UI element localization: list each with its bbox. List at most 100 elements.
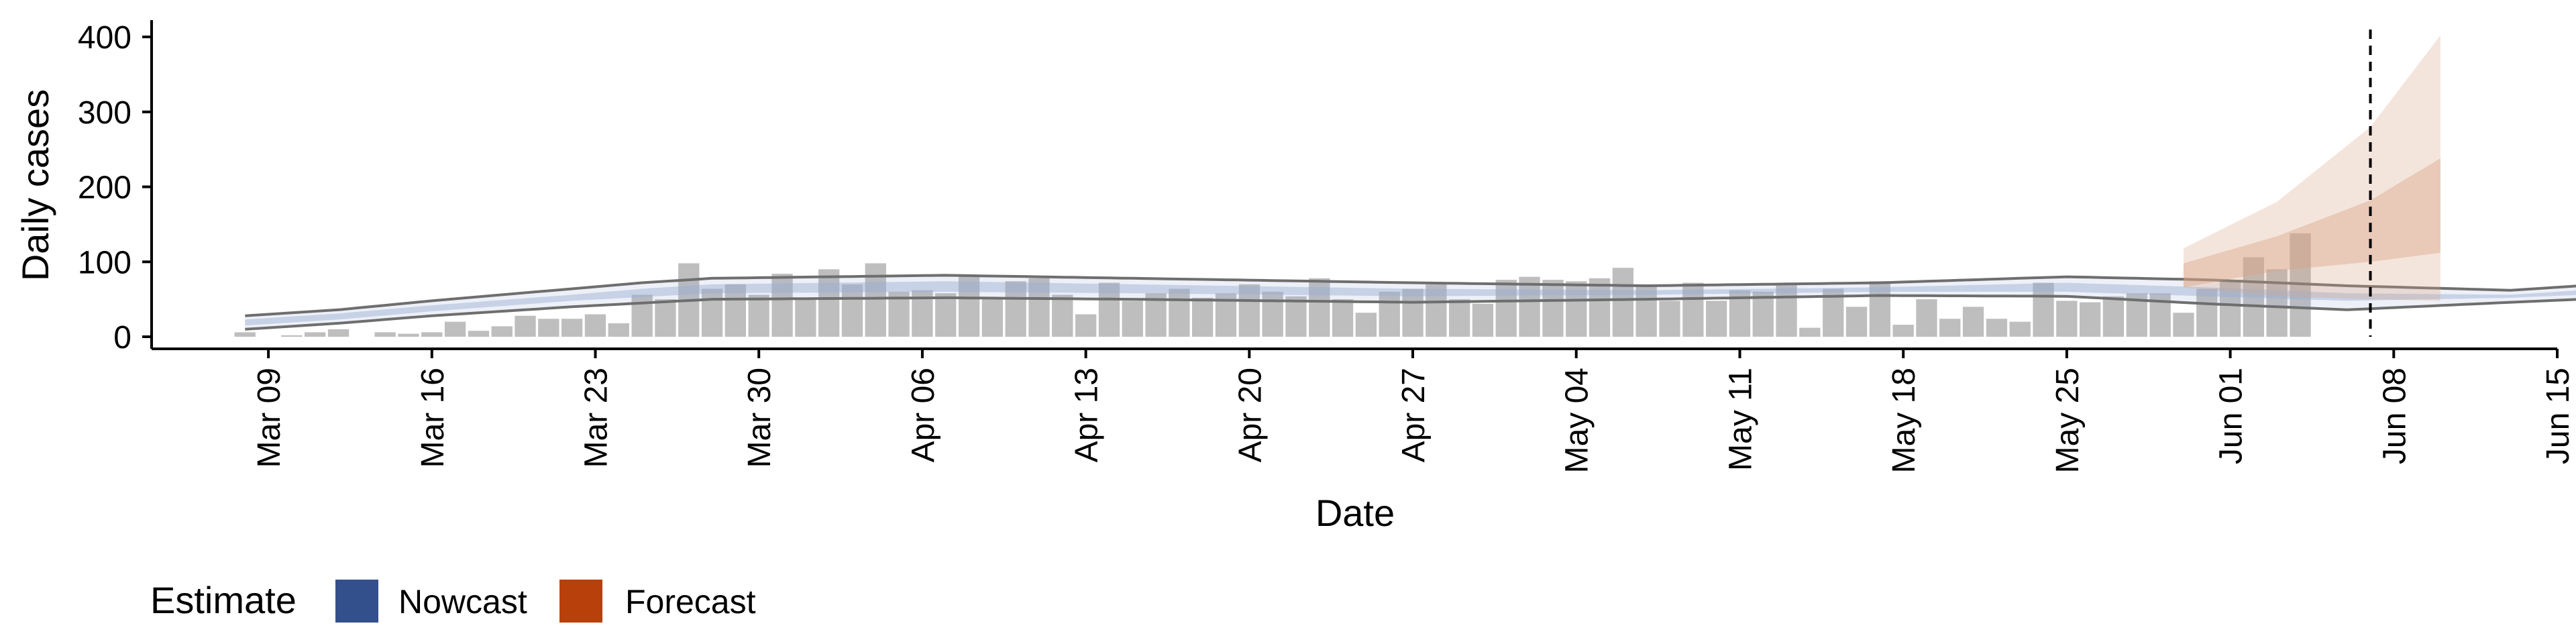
case-bar (1355, 313, 1377, 337)
legend-swatch-nowcast (335, 580, 378, 623)
case-bar (1379, 291, 1400, 337)
y-axis-title: Daily cases (14, 89, 56, 281)
case-bar (305, 332, 326, 337)
case-bar (795, 297, 816, 337)
case-bar (234, 332, 256, 337)
case-bar (491, 326, 513, 337)
case-bar (1892, 325, 1914, 337)
case-bar (2243, 257, 2264, 337)
case-bar (2102, 296, 2125, 337)
legend: Estimate Nowcast Forecast (150, 579, 756, 623)
legend-label-nowcast: Nowcast (398, 583, 527, 621)
case-bar (515, 315, 536, 337)
x-axis: Mar 09 Mar 16 Mar 23 Mar 30 Apr 06 Apr 13 Apr … (152, 347, 2576, 534)
case-bar (1542, 280, 1564, 337)
x-axis-title: Date (1316, 492, 1395, 534)
plot-area (234, 30, 2576, 337)
x-ticks: Mar 09 Mar 16 Mar 23 Mar 30 Apr 06 Apr 13 Apr … (252, 349, 2576, 473)
legend-swatch-forecast (559, 580, 602, 623)
case-bar (748, 294, 769, 337)
x-tick-label: Jun 01 (2214, 368, 2249, 464)
case-bar (1916, 299, 1937, 337)
case-bar (1075, 314, 1097, 337)
case-bar (2033, 282, 2054, 337)
case-bar (1426, 284, 1447, 337)
case-bar (1986, 319, 2008, 337)
y-tick-label: 300 (78, 95, 131, 131)
case-bar (1402, 288, 1424, 337)
case-bar (1098, 282, 1120, 337)
case-bar (2009, 321, 2031, 337)
case-bar (1869, 281, 1890, 337)
x-tick-label: Mar 23 (579, 368, 614, 468)
case-bar (1309, 278, 1330, 337)
case-bar (398, 333, 419, 337)
case-bar (771, 274, 793, 337)
x-tick-label: Apr 27 (1396, 368, 1432, 462)
case-bar (2219, 280, 2241, 337)
case-bar (2196, 288, 2218, 337)
case-bar (608, 323, 629, 337)
case-bar (2173, 313, 2194, 337)
x-tick-label: Jun 15 (2540, 368, 2576, 464)
case-bar (444, 321, 466, 337)
case-bar (1682, 282, 1704, 337)
case-bar (1566, 281, 1587, 337)
case-bar (584, 314, 606, 337)
case-bar (1262, 291, 1283, 337)
forecast-inner-band (2184, 158, 2440, 288)
case-bar (1472, 303, 1494, 337)
case-bar (1449, 299, 1470, 337)
x-tick-label: May 25 (2050, 368, 2086, 473)
nowcast-inner-band (245, 281, 2576, 326)
case-bar (1519, 276, 1540, 337)
case-bar (724, 284, 746, 337)
case-bar (2080, 302, 2101, 337)
y-tick-label: 100 (78, 245, 131, 280)
case-bar (1612, 268, 1633, 337)
x-tick-label: Jun 08 (2377, 368, 2412, 464)
case-bar (561, 319, 583, 337)
case-bar (421, 332, 443, 337)
case-bar (1495, 280, 1517, 337)
case-bar (1192, 297, 1214, 337)
x-tick-label: Apr 20 (1232, 368, 1268, 462)
case-bar (1052, 294, 1073, 337)
case-bar (327, 329, 350, 337)
case-bar (958, 275, 980, 337)
y-axis: 0 100 200 300 400 Daily cases (14, 20, 153, 356)
x-tick-label: Apr 06 (906, 368, 941, 462)
y-tick-label: 200 (78, 170, 131, 206)
forecast-outer-band (2184, 35, 2440, 301)
case-bar (1939, 319, 1961, 337)
case-bar (865, 263, 886, 337)
nowcast-outer-band (245, 275, 2576, 329)
case-bar (1122, 301, 1143, 337)
nowcast-lower-edge (245, 294, 2576, 331)
legend-title: Estimate (150, 579, 297, 621)
case-bar (1845, 307, 1868, 337)
case-bar (701, 288, 723, 337)
case-bar (818, 269, 840, 337)
y-tick-label: 0 (113, 320, 131, 356)
y-ticks: 0 100 200 300 400 (78, 20, 152, 356)
case-bar (935, 293, 957, 337)
case-bar (1589, 278, 1611, 337)
case-bar (1799, 327, 1821, 337)
case-bar (2056, 301, 2078, 337)
case-bar (2266, 269, 2288, 337)
case-bar (1962, 307, 1984, 337)
case-bar (1005, 281, 1026, 337)
x-tick-label: Apr 13 (1069, 368, 1105, 462)
y-tick-label: 400 (78, 20, 131, 56)
case-bar (981, 299, 1003, 337)
case-bar (538, 319, 559, 337)
case-bar (468, 331, 490, 337)
legend-label-forecast: Forecast (625, 583, 756, 621)
nowcast-upper-edge (245, 274, 2576, 317)
case-bar (1659, 301, 1680, 337)
case-bar (1238, 284, 1260, 337)
case-bar (1776, 284, 1797, 337)
x-tick-label: May 04 (1560, 368, 1595, 473)
x-tick-label: May 18 (1886, 368, 1922, 473)
